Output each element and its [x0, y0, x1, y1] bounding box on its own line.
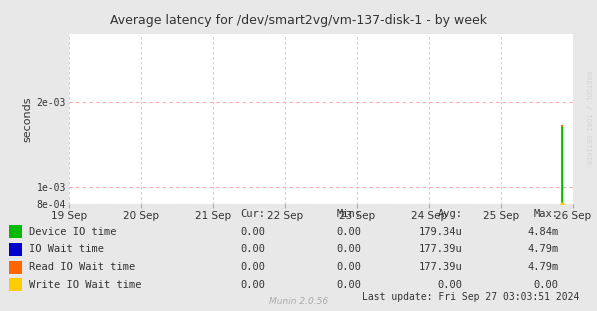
- Text: Read IO Wait time: Read IO Wait time: [29, 262, 135, 272]
- Text: 0.00: 0.00: [336, 227, 361, 237]
- Text: Cur:: Cur:: [241, 209, 266, 219]
- Text: 0.00: 0.00: [336, 244, 361, 254]
- Text: 177.39u: 177.39u: [419, 244, 463, 254]
- Text: Average latency for /dev/smart2vg/vm-137-disk-1 - by week: Average latency for /dev/smart2vg/vm-137…: [110, 14, 487, 27]
- Text: 0.00: 0.00: [336, 262, 361, 272]
- Text: Min:: Min:: [336, 209, 361, 219]
- Text: 0.00: 0.00: [241, 244, 266, 254]
- Text: IO Wait time: IO Wait time: [29, 244, 104, 254]
- Y-axis label: seconds: seconds: [22, 96, 32, 142]
- Text: 4.84m: 4.84m: [527, 227, 558, 237]
- Text: 0.00: 0.00: [241, 262, 266, 272]
- Text: RRDTOOL / TOBI OETIKER: RRDTOOL / TOBI OETIKER: [585, 72, 591, 165]
- Text: 0.00: 0.00: [241, 227, 266, 237]
- Text: 0.00: 0.00: [533, 280, 558, 290]
- Text: 4.79m: 4.79m: [527, 262, 558, 272]
- Text: 177.39u: 177.39u: [419, 262, 463, 272]
- Text: Munin 2.0.56: Munin 2.0.56: [269, 297, 328, 306]
- Text: Last update: Fri Sep 27 03:03:51 2024: Last update: Fri Sep 27 03:03:51 2024: [362, 292, 579, 302]
- Text: 4.79m: 4.79m: [527, 244, 558, 254]
- Text: 0.00: 0.00: [438, 280, 463, 290]
- Text: 0.00: 0.00: [336, 280, 361, 290]
- Text: 179.34u: 179.34u: [419, 227, 463, 237]
- Text: Max:: Max:: [533, 209, 558, 219]
- Text: Avg:: Avg:: [438, 209, 463, 219]
- Text: 0.00: 0.00: [241, 280, 266, 290]
- Text: Device IO time: Device IO time: [29, 227, 116, 237]
- Text: Write IO Wait time: Write IO Wait time: [29, 280, 141, 290]
